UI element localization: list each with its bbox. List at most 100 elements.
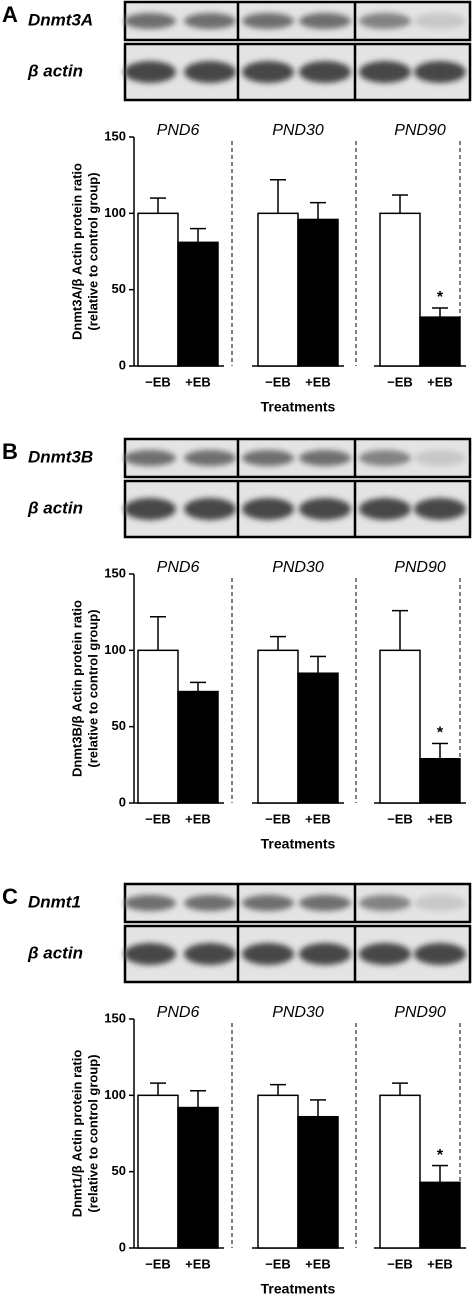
x-tick-label: −EB (145, 374, 171, 389)
x-axis-label: Treatments (261, 1281, 336, 1297)
x-tick-label: −EB (145, 1256, 171, 1271)
y-axis-label: Dnmt3B/β Actin protein ratio (69, 600, 84, 777)
x-tick-label: +EB (427, 1256, 453, 1271)
y-tick-label: 100 (104, 205, 126, 220)
x-tick-label: +EB (185, 374, 211, 389)
x-tick-label: +EB (427, 811, 453, 826)
blot-band (299, 895, 351, 911)
x-tick-label: +EB (305, 374, 331, 389)
y-tick-label: 0 (119, 357, 126, 372)
blot-label: Dnmt3A (28, 10, 93, 29)
blot-band (359, 61, 411, 83)
group-label: PND30 (272, 122, 324, 139)
group-label: PND30 (272, 1004, 324, 1021)
bar (297, 672, 339, 804)
x-tick-label: −EB (265, 374, 291, 389)
x-tick-label: +EB (305, 1256, 331, 1271)
bar (419, 316, 461, 367)
blot-background (123, 479, 472, 539)
y-tick-label: 50 (112, 718, 126, 733)
x-tick-label: +EB (305, 811, 331, 826)
blot-band (299, 943, 351, 965)
blot-label: Dnmt1 (28, 892, 81, 911)
y-tick-label: 50 (112, 281, 126, 296)
blot-band (124, 895, 176, 911)
blot-band (359, 895, 411, 911)
blot-band (184, 498, 236, 520)
blot-band (242, 450, 294, 466)
y-tick-label: 50 (112, 1163, 126, 1178)
blot-label: β actin (27, 61, 83, 80)
blot-band (184, 895, 236, 911)
blot-band (359, 13, 411, 29)
blot-band (414, 943, 466, 965)
y-axis-label: (relative to control group) (85, 609, 100, 767)
blot-background (123, 924, 472, 984)
blot-band (359, 943, 411, 965)
significance-marker: * (437, 1147, 444, 1164)
blot-band (414, 498, 466, 520)
y-tick-label: 150 (104, 128, 126, 143)
blot-band (184, 13, 236, 29)
bar (257, 649, 299, 804)
blot-band (184, 943, 236, 965)
x-tick-label: +EB (185, 811, 211, 826)
x-axis-label: Treatments (261, 399, 336, 415)
bar (257, 1094, 299, 1249)
bar (177, 241, 219, 367)
blot-band (124, 61, 176, 83)
y-tick-label: 100 (104, 642, 126, 657)
y-tick-label: 150 (104, 1010, 126, 1025)
group-label: PND30 (272, 559, 324, 576)
bar (257, 212, 299, 367)
bar (379, 1094, 421, 1249)
x-tick-label: −EB (265, 811, 291, 826)
blot-band (414, 13, 466, 29)
blot-label: β actin (27, 943, 83, 962)
x-tick-label: −EB (387, 374, 413, 389)
blot-band (299, 61, 351, 83)
bar (419, 757, 461, 804)
blot-band (124, 498, 176, 520)
blot-band (184, 450, 236, 466)
x-tick-label: −EB (387, 1256, 413, 1271)
bar (137, 649, 179, 804)
bar (177, 1106, 219, 1249)
blot-band (414, 450, 466, 466)
bar (419, 1181, 461, 1249)
blot-band (414, 61, 466, 83)
y-axis-label: Dnmt1/β Actin protein ratio (69, 1050, 84, 1218)
y-tick-label: 150 (104, 565, 126, 580)
x-tick-label: −EB (145, 811, 171, 826)
x-tick-label: +EB (185, 1256, 211, 1271)
bar (379, 212, 421, 367)
blot-band (299, 498, 351, 520)
x-axis-label: Treatments (261, 836, 336, 852)
group-label: PND6 (157, 1004, 200, 1021)
blot-band (414, 895, 466, 911)
panel-letter: B (2, 439, 18, 464)
x-tick-label: −EB (387, 811, 413, 826)
group-label: PND6 (157, 122, 200, 139)
blot-band (124, 13, 176, 29)
y-tick-label: 100 (104, 1087, 126, 1102)
y-tick-label: 0 (119, 1239, 126, 1254)
blot-band (124, 450, 176, 466)
blot-label: Dnmt3B (28, 447, 93, 466)
bar (297, 1115, 339, 1249)
bar (177, 690, 219, 804)
blot-band (124, 943, 176, 965)
x-tick-label: −EB (265, 1256, 291, 1271)
bar (297, 218, 339, 367)
bar (379, 649, 421, 804)
blot-band (242, 498, 294, 520)
x-tick-label: +EB (427, 374, 453, 389)
group-label: PND90 (394, 1004, 446, 1021)
panel-letter: A (2, 2, 18, 27)
blot-band (359, 498, 411, 520)
blot-label: β actin (27, 498, 83, 517)
group-label: PND90 (394, 559, 446, 576)
y-tick-label: 0 (119, 794, 126, 809)
blot-band (299, 450, 351, 466)
